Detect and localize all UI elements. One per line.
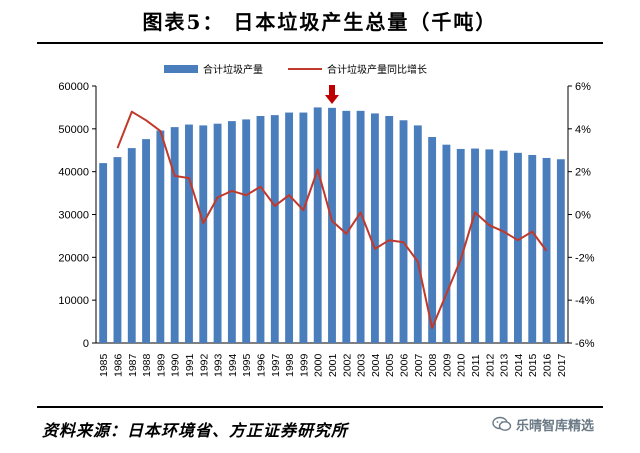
bar-1989 bbox=[156, 130, 165, 343]
legend-bar-swatch bbox=[164, 65, 198, 73]
bar-1985 bbox=[99, 163, 108, 343]
watermark: 乐晴智库精选 bbox=[492, 412, 594, 436]
x-tick-label: 2013 bbox=[499, 353, 511, 377]
y-right-tick-label: 2% bbox=[575, 167, 591, 179]
x-tick-label: 1998 bbox=[284, 353, 296, 377]
bar-1997 bbox=[270, 115, 279, 343]
bar-2017 bbox=[556, 159, 565, 343]
bar-2001 bbox=[328, 107, 336, 343]
x-tick-label: 2006 bbox=[399, 353, 411, 377]
bar-2008 bbox=[428, 136, 437, 343]
bar-1996 bbox=[256, 115, 265, 343]
y-right-tick-label: -6% bbox=[575, 338, 595, 350]
x-tick-label: 1999 bbox=[298, 353, 310, 377]
bar-1993 bbox=[213, 123, 222, 344]
x-tick-label: 2017 bbox=[556, 353, 568, 377]
title-divider bbox=[37, 42, 603, 44]
wechat-icon bbox=[492, 416, 512, 431]
x-tick-label: 1989 bbox=[155, 353, 167, 377]
bar-1986 bbox=[113, 157, 122, 343]
y-left-tick-label: 20000 bbox=[58, 252, 89, 264]
bar-2011 bbox=[471, 148, 479, 343]
bar-1990 bbox=[170, 127, 179, 344]
y-right-tick-label: 6% bbox=[575, 81, 591, 93]
x-tick-label: 2004 bbox=[370, 353, 382, 377]
bar-2009 bbox=[442, 144, 451, 343]
bar-1998 bbox=[285, 112, 294, 343]
annotation-arrow bbox=[325, 85, 339, 104]
x-tick-label: 2001 bbox=[327, 353, 339, 377]
bar-1992 bbox=[199, 125, 208, 343]
x-tick-label: 2011 bbox=[470, 354, 482, 377]
bar-2004 bbox=[370, 113, 379, 343]
bar-2005 bbox=[385, 115, 394, 343]
bar-2013 bbox=[499, 150, 508, 343]
bar-2002 bbox=[342, 110, 351, 344]
x-tick-label: 2002 bbox=[341, 353, 353, 377]
bar-1995 bbox=[242, 119, 251, 343]
bar-2003 bbox=[356, 110, 365, 344]
legend-bar-label: 合计垃圾产量 bbox=[203, 63, 263, 76]
y-right-tick-label: -4% bbox=[575, 295, 595, 307]
y-left-tick-label: 60000 bbox=[58, 81, 89, 93]
x-tick-label: 1992 bbox=[198, 353, 210, 377]
x-tick-label: 2000 bbox=[313, 353, 325, 377]
y-left-tick-label: 0 bbox=[83, 338, 89, 350]
x-tick-label: 1990 bbox=[170, 353, 182, 377]
x-tick-label: 1997 bbox=[270, 353, 282, 377]
source-note: 资料来源：日本环境省、方正证券研究所 bbox=[42, 421, 349, 440]
x-tick-label: 2010 bbox=[456, 353, 468, 377]
x-tick-label: 2015 bbox=[527, 353, 539, 377]
x-tick-label: 1994 bbox=[227, 353, 239, 377]
x-tick-label: 2016 bbox=[542, 353, 554, 377]
x-tick-label: 2005 bbox=[384, 353, 396, 377]
bar-2007 bbox=[413, 125, 422, 343]
x-tick-label: 1988 bbox=[141, 353, 153, 377]
y-left-tick-label: 40000 bbox=[58, 167, 89, 179]
chart-title: 图表5： 日本垃圾产生总量（千吨） bbox=[142, 10, 498, 34]
y-right-tick-label: -2% bbox=[575, 252, 595, 264]
bar-1991 bbox=[185, 124, 193, 343]
bar-2010 bbox=[456, 148, 465, 343]
x-tick-label: 1996 bbox=[255, 353, 267, 377]
bar-2012 bbox=[485, 149, 494, 343]
bar-2000 bbox=[313, 107, 322, 344]
y-right-tick-label: 4% bbox=[575, 124, 591, 136]
bar-2006 bbox=[399, 120, 408, 344]
y-left-tick-label: 30000 bbox=[58, 210, 89, 222]
x-tick-label: 1986 bbox=[112, 353, 124, 377]
x-tick-label: 2014 bbox=[513, 353, 525, 377]
bar-2014 bbox=[514, 152, 522, 343]
x-tick-label: 1985 bbox=[98, 353, 110, 377]
x-tick-label: 2012 bbox=[484, 353, 496, 377]
x-tick-label: 2009 bbox=[441, 353, 453, 377]
bar-1994 bbox=[227, 121, 236, 343]
x-tick-label: 1995 bbox=[241, 353, 253, 377]
x-tick-label: 1991 bbox=[184, 353, 196, 377]
x-tick-label: 1993 bbox=[213, 353, 225, 377]
x-tick-label: 2007 bbox=[413, 353, 425, 377]
bar-1987 bbox=[127, 148, 136, 343]
x-tick-label: 2003 bbox=[356, 353, 368, 377]
y-right-tick-label: 0% bbox=[575, 210, 591, 222]
source-divider bbox=[37, 406, 603, 408]
x-tick-label: 1987 bbox=[127, 353, 139, 377]
y-left-tick-label: 50000 bbox=[58, 124, 89, 136]
watermark-text: 乐晴智库精选 bbox=[516, 418, 595, 434]
bar-1999 bbox=[299, 112, 308, 343]
legend-line-label: 合计垃圾产量同比增长 bbox=[327, 63, 427, 76]
y-left-tick-label: 10000 bbox=[58, 295, 89, 307]
bar-2015 bbox=[528, 154, 537, 343]
x-tick-label: 2008 bbox=[427, 353, 439, 377]
bar-1988 bbox=[142, 139, 150, 343]
